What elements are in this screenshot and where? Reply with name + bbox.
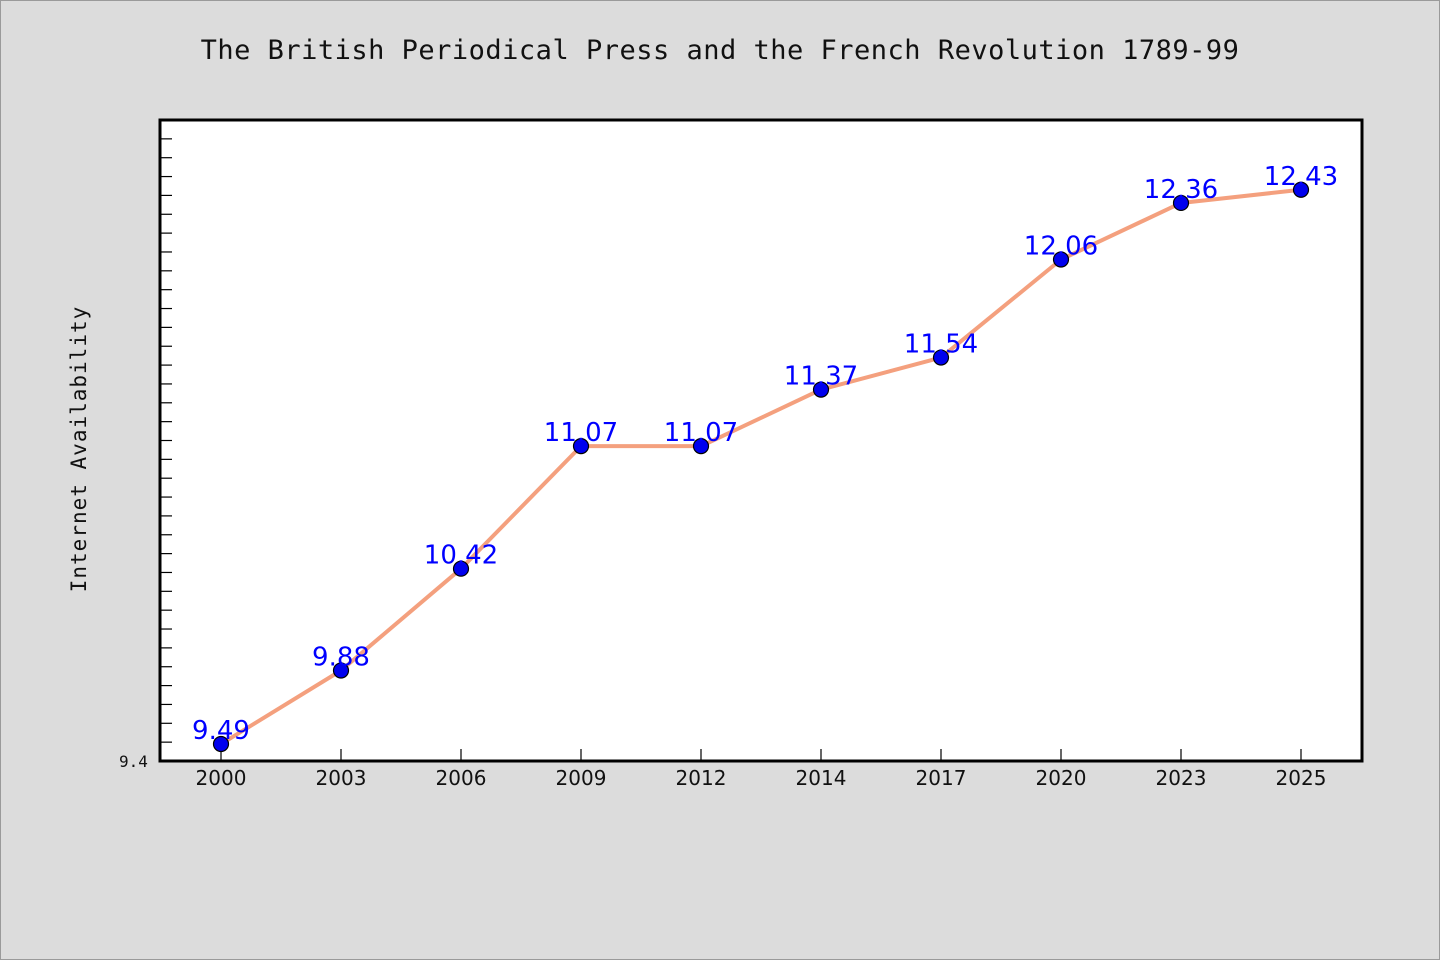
data-label: 12.06 (1024, 232, 1098, 262)
data-point (812, 381, 830, 398)
data-point (1172, 194, 1190, 212)
x-tick-label: 2014 (796, 766, 847, 790)
x-tick-label: 2000 (196, 766, 247, 790)
x-tick-label: 2025 (1276, 766, 1327, 790)
x-tick-label: 2003 (316, 766, 367, 790)
y-axis-ticks (160, 138, 172, 743)
data-point (1292, 181, 1310, 198)
data-labels: 9.49 9.88 10.42 11.07 11.07 11.37 11.54 12.06 12… (192, 162, 1338, 746)
x-tick-label: 2006 (436, 766, 487, 790)
data-label: 9.88 (312, 643, 370, 673)
data-label: 11.07 (664, 418, 738, 448)
data-point (332, 662, 350, 679)
data-label: 11.37 (784, 362, 858, 392)
data-label: 12.43 (1264, 162, 1338, 192)
series-line (219, 187, 1303, 747)
data-label: 11.07 (544, 418, 618, 448)
data-label: 12.36 (1144, 175, 1218, 205)
data-markers (212, 181, 1310, 753)
data-label: 11.54 (904, 330, 978, 360)
x-tick-labels: 2000 2003 2006 2009 2012 2014 2017 2020 2023 2025 (196, 766, 1327, 790)
data-label: 9.49 (192, 716, 250, 746)
chart-title: The British Periodical Press and the Fre… (200, 35, 1240, 66)
data-point (1052, 251, 1070, 268)
data-point (932, 349, 950, 366)
x-tick-label: 2020 (1036, 766, 1087, 790)
x-tick-label: 2012 (676, 766, 727, 790)
x-tick-label: 2009 (556, 766, 607, 790)
data-label: 10.42 (424, 541, 498, 571)
data-point (212, 735, 230, 753)
data-point (572, 438, 590, 455)
x-tick-label: 2017 (916, 766, 967, 790)
x-tick-label: 2023 (1156, 766, 1207, 790)
data-point (692, 438, 710, 455)
y-min-tick-label: 9.4 (119, 752, 148, 771)
data-point (452, 560, 470, 577)
